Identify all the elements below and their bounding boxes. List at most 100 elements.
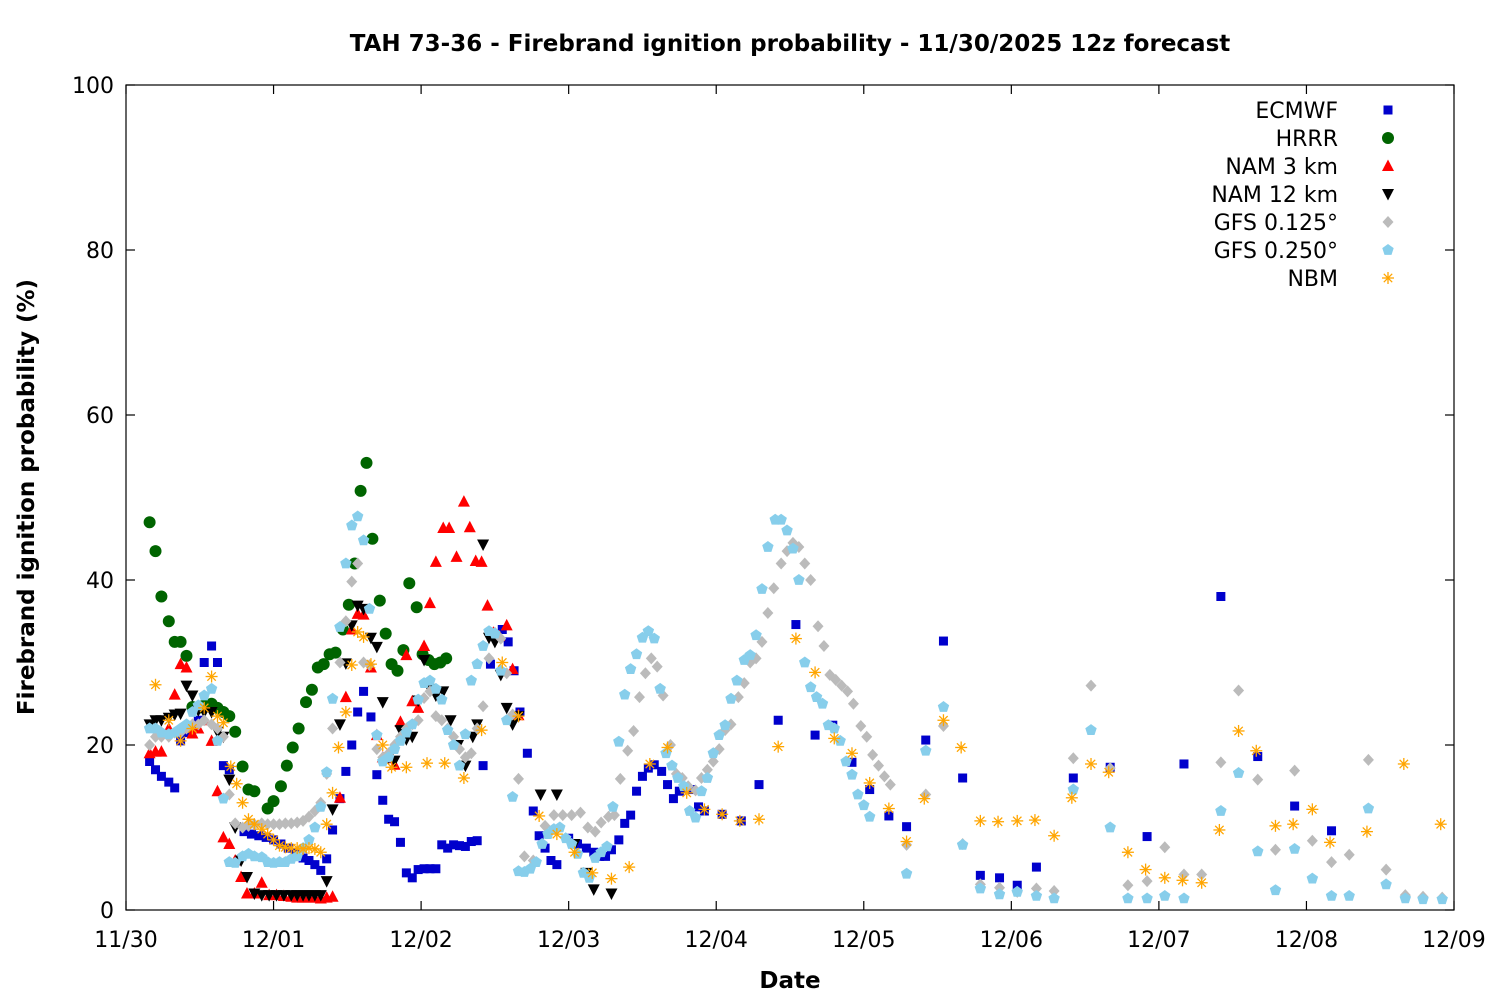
data-point (1102, 766, 1115, 779)
data-point (262, 818, 274, 831)
data-point (1179, 759, 1189, 769)
data-point (775, 557, 787, 570)
data-point (339, 690, 352, 703)
series-ecmwf (145, 592, 1337, 890)
data-point (316, 865, 326, 875)
data-point (698, 803, 711, 816)
data-point (568, 846, 581, 859)
data-point (660, 747, 672, 759)
data-point (345, 658, 358, 671)
data-point (149, 545, 162, 558)
data-point (812, 620, 824, 633)
data-point (818, 640, 830, 652)
data-point (395, 837, 405, 847)
data-point (329, 646, 342, 659)
data-point (643, 757, 656, 770)
data-point (477, 539, 490, 552)
data-point (346, 575, 358, 588)
data-point (174, 635, 187, 648)
data-point (207, 641, 217, 651)
data-point (1142, 832, 1152, 842)
data-point (453, 759, 466, 771)
series-gfs-0-250- (143, 510, 1448, 905)
data-point (842, 685, 854, 698)
data-point (707, 747, 719, 759)
data-point (716, 808, 729, 821)
legend-label: NAM 12 km (1211, 183, 1338, 208)
data-point (1253, 752, 1263, 762)
data-point (1048, 829, 1061, 842)
data-point (1011, 814, 1024, 827)
data-point (791, 620, 801, 630)
data-point (773, 715, 783, 725)
data-point (762, 541, 774, 552)
data-point (506, 791, 519, 802)
legend-marker (1382, 216, 1394, 228)
data-point (689, 811, 702, 823)
x-tick-label: 12/06 (980, 928, 1043, 953)
data-point (626, 810, 636, 820)
data-point (847, 697, 859, 710)
data-point (852, 788, 864, 800)
data-point (394, 715, 407, 727)
data-point (775, 513, 787, 525)
data-point (424, 674, 436, 686)
data-point (637, 771, 647, 781)
data-point (211, 784, 224, 797)
data-point (342, 598, 355, 611)
data-point (235, 870, 248, 882)
data-point (212, 658, 222, 667)
data-point (390, 817, 400, 827)
data-point (477, 640, 489, 651)
data-point (582, 821, 594, 834)
data-point (400, 726, 413, 738)
data-point (198, 689, 210, 701)
data-point (1176, 874, 1189, 887)
data-point (320, 818, 333, 831)
data-point (485, 659, 495, 669)
data-point (438, 757, 451, 770)
data-point (707, 755, 719, 768)
data-point (546, 856, 556, 865)
data-point (218, 761, 228, 771)
data-point (1031, 862, 1041, 872)
data-point (834, 734, 846, 746)
data-point (357, 534, 370, 546)
data-point (995, 873, 1005, 883)
data-point (810, 691, 823, 702)
data-point (403, 577, 416, 590)
data-point (1232, 767, 1245, 778)
data-point (937, 701, 950, 712)
data-point (373, 594, 386, 607)
data-point (418, 639, 431, 651)
data-point (1065, 791, 1078, 804)
data-point (500, 702, 513, 715)
data-point (300, 696, 313, 709)
data-point (958, 773, 968, 783)
data-point (460, 841, 470, 851)
data-point (809, 666, 822, 679)
data-point (920, 744, 932, 756)
data-point (261, 832, 271, 842)
data-point (1360, 825, 1373, 838)
data-point (1068, 773, 1078, 783)
data-point (1397, 757, 1410, 770)
data-point (198, 701, 211, 714)
data-point (614, 772, 626, 785)
data-point (601, 851, 611, 861)
data-point (606, 845, 616, 855)
legend-label: NBM (1287, 267, 1338, 292)
data-points (143, 456, 1448, 905)
data-point (855, 720, 867, 733)
data-point (315, 800, 327, 812)
data-point (674, 786, 684, 796)
data-point (341, 766, 351, 776)
data-point (772, 740, 785, 753)
data-point (151, 765, 161, 775)
data-point (459, 728, 472, 740)
data-point (882, 802, 895, 815)
data-point (328, 825, 338, 835)
data-point (657, 766, 667, 776)
y-tick-label: 80 (86, 239, 114, 264)
data-point (457, 772, 470, 784)
